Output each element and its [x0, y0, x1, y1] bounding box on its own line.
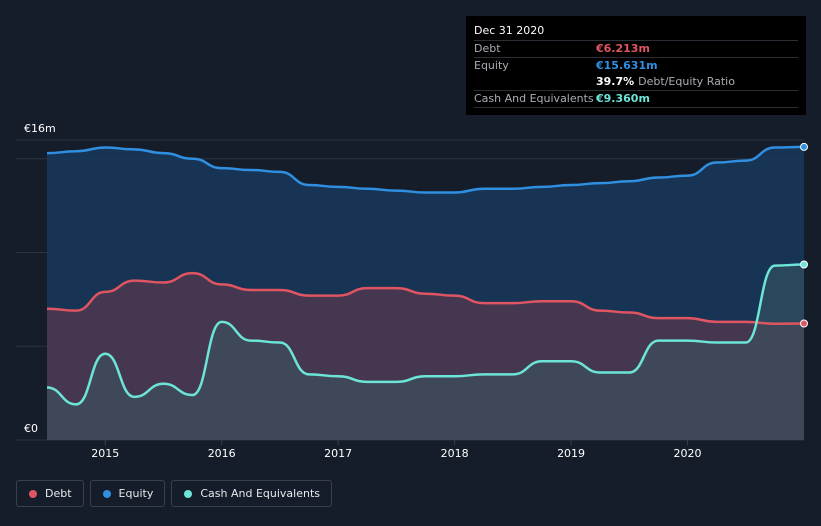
legend-label: Debt	[45, 487, 72, 500]
line-cash-and-equivalents	[46, 263, 805, 406]
x-tick-label: 2019	[557, 447, 585, 460]
x-tick-label: 2016	[208, 447, 236, 460]
series-end-markers	[800, 142, 808, 328]
tooltip-row-equity: Equity €15.631m	[474, 58, 798, 74]
line-debt	[46, 271, 805, 326]
x-tick-labels: 2015 2016 2017 2018 2019 2020	[91, 440, 702, 460]
end-marker-cash-and-equivalents	[800, 260, 808, 269]
line-equity	[46, 145, 805, 194]
chart-legend: Debt Equity Cash And Equivalents	[16, 480, 332, 507]
tooltip-suffix: Debt/Equity Ratio	[638, 75, 735, 88]
tooltip-value: 39.7%	[596, 75, 635, 88]
x-tick-label: 2018	[441, 447, 469, 460]
legend-item-equity[interactable]: Equity	[89, 480, 166, 507]
legend-item-cash[interactable]: Cash And Equivalents	[171, 480, 332, 507]
end-marker-equity	[800, 142, 808, 151]
tooltip-value: €15.631m	[596, 59, 658, 72]
tooltip-label: Equity	[474, 59, 509, 72]
tooltip-label: Cash And Equivalents	[474, 92, 594, 105]
legend-item-debt[interactable]: Debt	[16, 480, 84, 507]
x-tick-label: 2015	[91, 447, 119, 460]
tooltip-label	[474, 74, 596, 90]
tooltip-label: Debt	[474, 42, 501, 55]
legend-dot-icon	[184, 489, 193, 498]
legend-dot-icon	[102, 489, 111, 498]
end-marker-debt	[800, 319, 808, 328]
y-tick-label-top: €16m	[24, 122, 56, 135]
area-cash-and-equivalents	[47, 264, 804, 440]
x-tick-label: 2020	[674, 447, 702, 460]
legend-label: Equity	[118, 487, 154, 500]
data-tooltip: Dec 31 2020 Debt €6.213m Equity €15.631m…	[466, 16, 806, 115]
x-tick-label: 2017	[324, 447, 352, 460]
tooltip-date: Dec 31 2020	[474, 24, 798, 41]
tooltip-row-cash: Cash And Equivalents €9.360m	[474, 91, 798, 108]
tooltip-row-debt: Debt €6.213m	[474, 41, 798, 58]
tooltip-row-ratio: 39.7% Debt/Equity Ratio	[474, 74, 798, 91]
y-tick-label-bottom: €0	[24, 422, 38, 435]
tooltip-value: €9.360m	[596, 92, 650, 105]
tooltip-value: €6.213m	[596, 42, 650, 55]
legend-label: Cash And Equivalents	[200, 487, 320, 500]
legend-dot-icon	[29, 489, 37, 498]
series-lines	[46, 145, 805, 406]
